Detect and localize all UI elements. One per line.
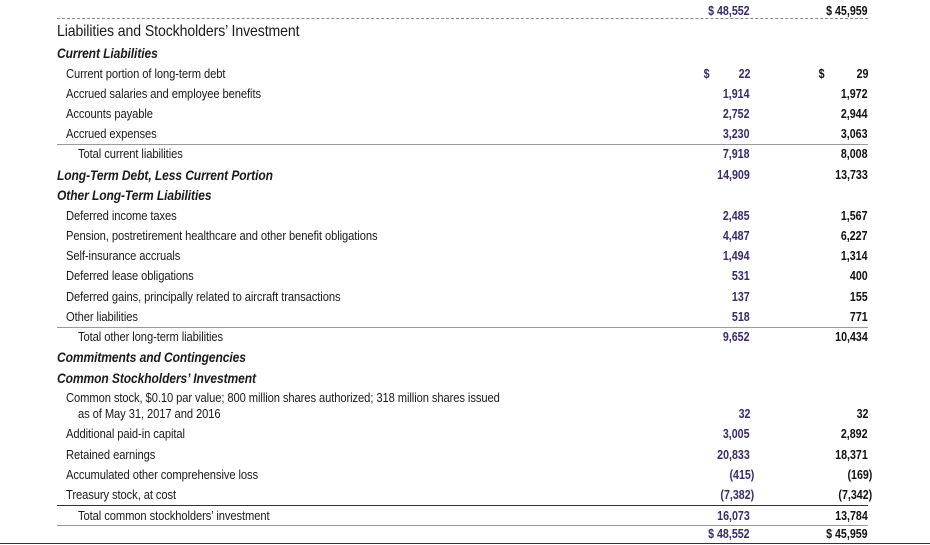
subtotal-rule — [57, 327, 868, 328]
statement-title-row: Liabilities and Stockholders’ Investment — [57, 22, 868, 42]
line-item-row: Retained earnings 20,833 18,371 — [66, 447, 868, 462]
long-term-debt-row: Long-Term Debt, Less Current Portion 14,… — [57, 167, 868, 183]
subtotal-rule — [57, 144, 868, 145]
statement-title: Liabilities and Stockholders’ Investment — [57, 23, 300, 40]
section-heading-other-long-term-liabilities: Other Long-Term Liabilities — [57, 187, 212, 203]
section-heading-current-liabilities: Current Liabilities — [57, 45, 158, 61]
line-item-row: Deferred gains, principally related to a… — [66, 289, 868, 304]
line-item-row: Deferred lease obligations 531 400 — [66, 268, 868, 283]
section-heading-common-stockholders-investment: Common Stockholders’ Investment — [57, 370, 256, 386]
grand-total-2017: $ 48,552 — [708, 526, 750, 541]
common-stock-row-line1: Common stock, $0.10 par value; 800 milli… — [66, 390, 500, 405]
line-item-row: Pension, postretirement healthcare and o… — [66, 228, 868, 243]
total-row-common-stockholders-investment: Total common stockholders’ investment 16… — [78, 508, 868, 523]
grand-total-2016: $ 45,959 — [826, 526, 868, 541]
line-item-row: Deferred income taxes 2,485 1,567 — [66, 208, 868, 223]
commitments-and-contingencies-row: Commitments and Contingencies — [57, 349, 246, 365]
line-item-row: Accrued salaries and employee benefits 1… — [66, 86, 868, 101]
dashed-separator — [57, 18, 868, 19]
bottom-rule — [0, 543, 930, 544]
grand-total-row: $ 48,552 $ 45,959 — [57, 524, 868, 544]
line-item-row: Current portion of long-term debt $ 22 $… — [57, 64, 868, 84]
line-item-row: Other liabilities 518 771 — [66, 309, 868, 324]
total-assets-2017: $ 48,552 — [708, 3, 750, 18]
total-row-current-liabilities: Total current liabilities 7,918 8,008 — [78, 146, 868, 161]
common-stock-row: as of May 31, 2017 and 2016 32 32 — [78, 406, 868, 421]
total-assets-row: $ 48,552 $ 45,959 — [57, 1, 868, 21]
total-assets-2016: $ 45,959 — [826, 3, 868, 18]
line-item-row: Self-insurance accruals 1,494 1,314 — [66, 248, 868, 263]
total-row-other-long-term-liabilities: Total other long-term liabilities 9,652 … — [78, 329, 868, 344]
line-item-row: Accrued expenses 3,230 3,063 — [66, 126, 868, 141]
dollar-sign-2016: $ — [818, 66, 825, 81]
subtotal-rule — [57, 505, 868, 506]
line-item-row: Accounts payable 2,752 2,944 — [66, 106, 868, 121]
dollar-sign-2017: $ — [703, 66, 710, 81]
line-item-row: Additional paid-in capital 3,005 2,892 — [66, 426, 868, 441]
total-rule — [57, 525, 868, 526]
line-item-row: Accumulated other comprehensive loss (41… — [66, 467, 872, 482]
line-item-row: Treasury stock, at cost (7,382) (7,342) — [66, 487, 872, 502]
